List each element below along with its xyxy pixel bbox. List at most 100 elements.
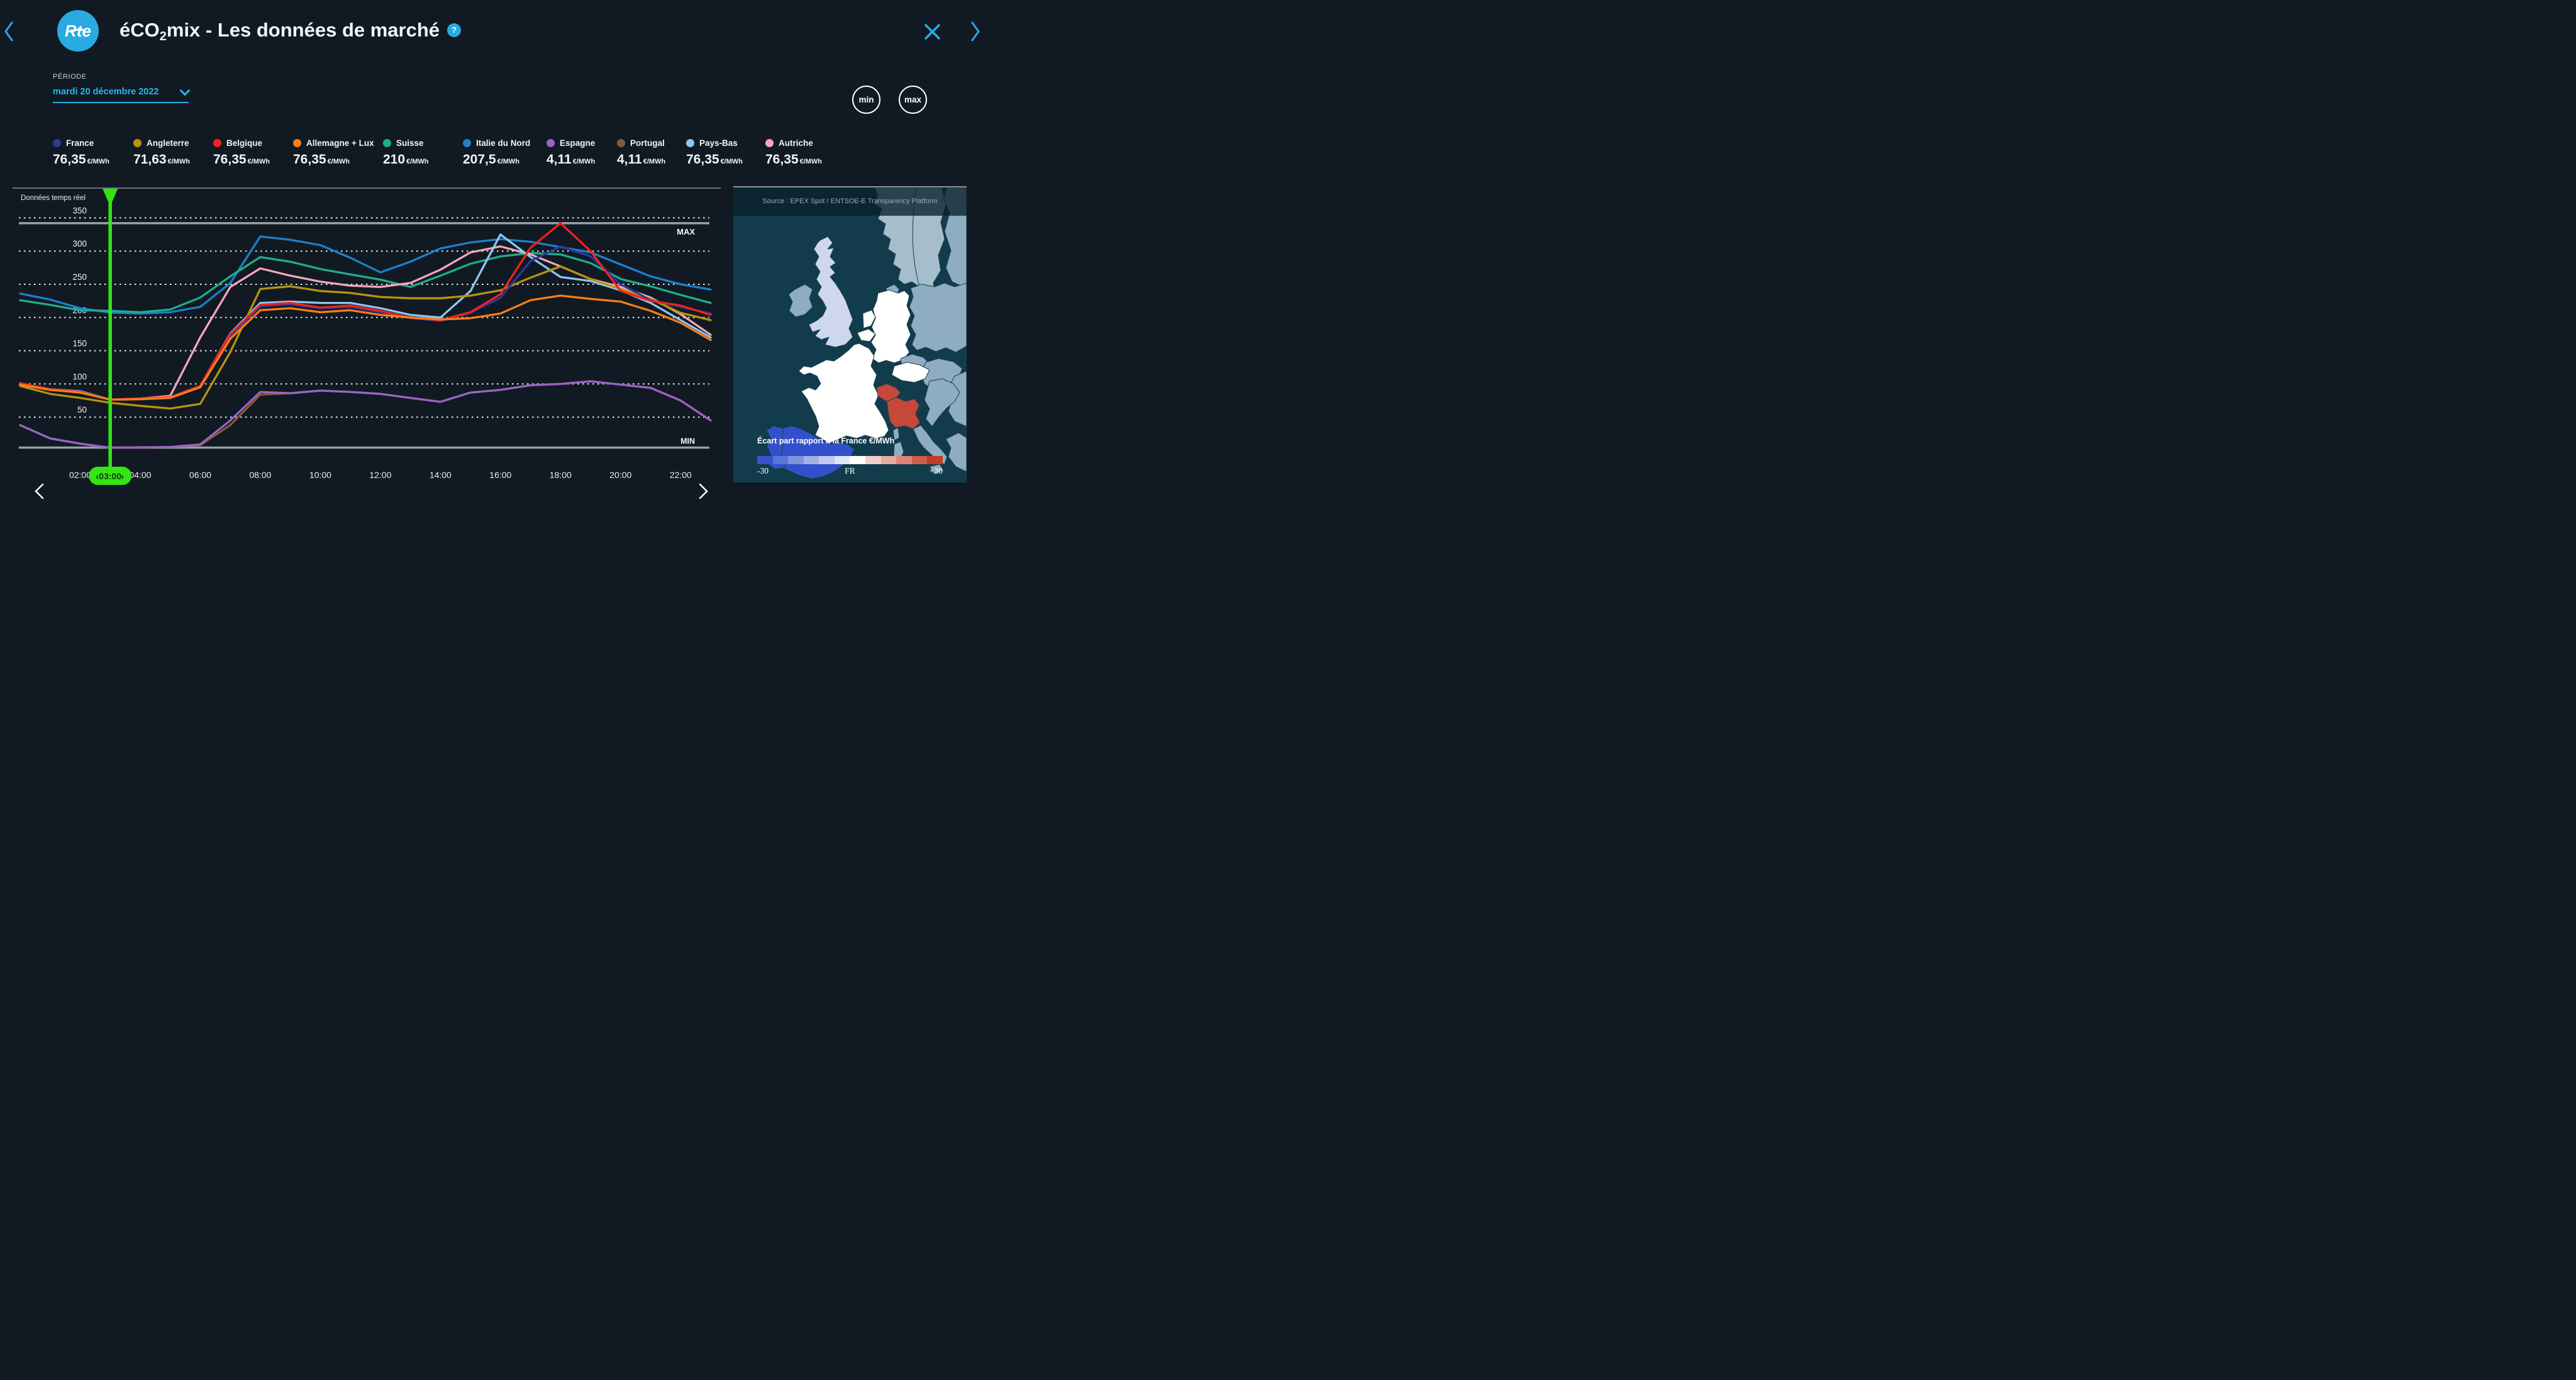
y-tick-label: 50 <box>77 405 87 415</box>
slider-prev-icon[interactable]: ‹ <box>96 472 99 482</box>
series-value: 76,35 <box>293 152 326 167</box>
series-value: 76,35 <box>765 152 799 167</box>
series-color-dot <box>765 139 774 147</box>
series-name: France <box>66 138 94 148</box>
scale-color-step <box>865 456 881 464</box>
series-value: 4,11 <box>617 152 642 167</box>
scale-color-step <box>757 456 773 464</box>
min-label: MIN <box>680 437 695 446</box>
chart-title: Données temps réel <box>21 194 86 202</box>
scale-fr-label: FR <box>845 466 855 476</box>
legend-item[interactable]: Espagne 4,11 €/MWh <box>547 138 617 167</box>
map-united-kingdom <box>808 236 853 348</box>
legend-item[interactable]: Allemagne + Lux 76,35 €/MWh <box>293 138 383 167</box>
series-color-dot <box>686 139 694 147</box>
period-underline <box>53 102 189 103</box>
legend-item[interactable]: Suisse 210 €/MWh <box>383 138 463 167</box>
series-name: Pays-Bas <box>699 138 738 148</box>
series-name: Espagne <box>560 138 596 148</box>
series-color-dot <box>383 139 391 147</box>
series-line-italie-du-nord <box>19 235 712 315</box>
map-france <box>798 343 889 444</box>
next-chevron-icon[interactable] <box>970 21 980 42</box>
legend-item[interactable]: Angleterre 71,63 €/MWh <box>133 138 213 167</box>
series-unit: €/MWh <box>497 158 520 165</box>
series-unit: €/MWh <box>572 158 596 165</box>
rte-logo-text: Rte <box>65 21 91 40</box>
scale-color-step <box>819 456 835 464</box>
map-poland-east <box>909 282 967 353</box>
y-tick-label: 300 <box>72 239 87 248</box>
series-color-dot <box>463 139 471 147</box>
legend-item[interactable]: Belgique 76,35 €/MWh <box>213 138 293 167</box>
x-tick-label: 14:00 <box>430 470 452 480</box>
legend-item[interactable]: Italie du Nord 207,5 €/MWh <box>463 138 547 167</box>
series-line-portugal <box>19 380 712 449</box>
time-slider-pill[interactable]: ‹ 03:00 › <box>89 467 132 485</box>
period-value: mardi 20 décembre 2022 <box>53 87 159 97</box>
slider-next-icon[interactable]: › <box>121 472 124 482</box>
price-line-chart: Données temps réel50100150200250300350MA… <box>13 187 721 499</box>
legend-item[interactable]: Autriche 76,35 €/MWh <box>765 138 822 167</box>
scale-min-label: -30 <box>757 466 769 476</box>
map-corsica <box>892 427 900 441</box>
series-color-dot <box>293 139 301 147</box>
x-tick-label: 10:00 <box>309 470 331 480</box>
ecomix-market-data-window: Rte éCO2mix - Les données de marché? PÉR… <box>0 0 986 528</box>
x-tick-label: 04:00 <box>129 470 151 480</box>
series-unit: €/MWh <box>87 158 110 165</box>
series-name: Suisse <box>396 138 424 148</box>
series-unit: €/MWh <box>720 158 743 165</box>
scale-color-step <box>850 456 866 464</box>
y-tick-label: 150 <box>72 339 87 348</box>
scale-color-step <box>834 456 850 464</box>
series-value: 76,35 <box>213 152 247 167</box>
map-ireland <box>788 284 813 318</box>
x-tick-label: 16:00 <box>489 470 511 480</box>
map-switzerland <box>876 383 901 402</box>
chart-next-icon[interactable] <box>699 483 708 499</box>
y-tick-label: 100 <box>72 372 87 381</box>
series-line-france <box>19 245 712 401</box>
scale-color-step <box>896 456 912 464</box>
series-unit: €/MWh <box>327 158 350 165</box>
series-name: Angleterre <box>147 138 189 148</box>
color-scale-bar <box>757 456 943 464</box>
series-name: Portugal <box>630 138 665 148</box>
map-netherlands <box>862 309 876 329</box>
scale-color-step <box>880 456 897 464</box>
max-button[interactable]: max <box>899 86 927 114</box>
series-name: Autriche <box>779 138 813 148</box>
europe-map <box>733 187 967 482</box>
series-value: 207,5 <box>463 152 496 167</box>
period-label: PÉRIODE <box>53 73 87 81</box>
y-tick-label: 350 <box>72 206 87 215</box>
min-button[interactable]: min <box>852 86 880 114</box>
series-name: Italie du Nord <box>476 138 531 148</box>
y-tick-label: 250 <box>72 272 87 282</box>
series-unit: €/MWh <box>167 158 191 165</box>
legend-item[interactable]: Portugal 4,11 €/MWh <box>617 138 686 167</box>
map-north-italy <box>886 397 921 430</box>
x-tick-label: 08:00 <box>249 470 271 480</box>
series-value: 76,35 <box>53 152 86 167</box>
europe-price-map-panel: Source : EPEX Spot / ENTSOE-E Transparen… <box>733 186 967 482</box>
legend-item[interactable]: Pays-Bas 76,35 €/MWh <box>686 138 765 167</box>
page-title: éCO2mix - Les données de marché? <box>119 19 462 44</box>
series-line-suisse <box>19 252 712 314</box>
series-unit: €/MWh <box>799 158 823 165</box>
series-name: Allemagne + Lux <box>306 138 374 148</box>
close-icon[interactable] <box>924 23 941 40</box>
series-name: Belgique <box>226 138 263 148</box>
back-chevron-icon[interactable] <box>4 21 14 42</box>
series-line-angleterre <box>19 265 712 410</box>
map-italy-south <box>913 425 948 465</box>
period-select[interactable]: mardi 20 décembre 2022 <box>53 85 191 97</box>
chart-prev-icon[interactable] <box>35 483 44 499</box>
help-icon[interactable]: ? <box>447 23 462 37</box>
scale-color-step <box>803 456 819 464</box>
x-tick-label: 12:00 <box>369 470 391 480</box>
legend-item[interactable]: France 76,35 €/MWh <box>53 138 133 167</box>
map-sicily <box>929 464 944 475</box>
map-scandinavia <box>874 187 947 301</box>
